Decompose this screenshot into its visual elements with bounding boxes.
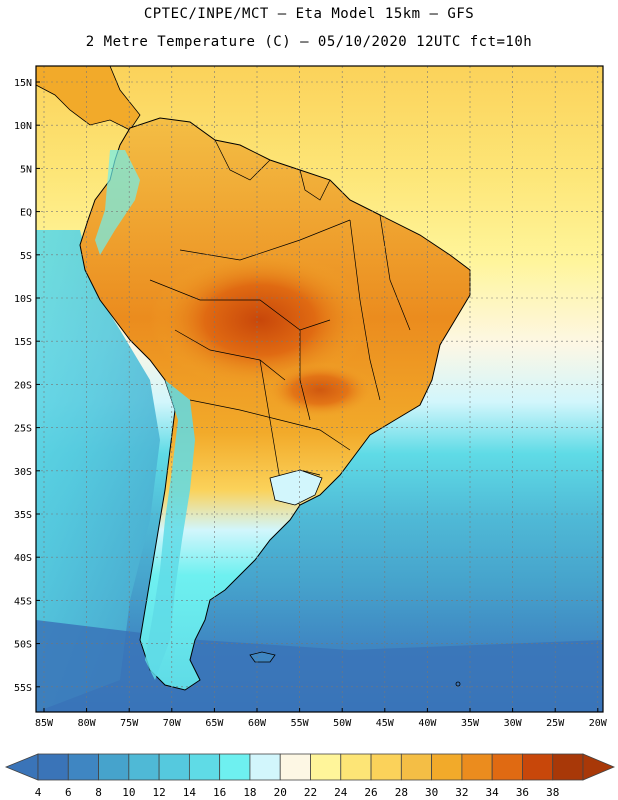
- longitude-label: 75W: [120, 718, 139, 729]
- colorbar-label: 8: [95, 786, 102, 799]
- colorbar-cell: [522, 753, 554, 781]
- colorbar-label: 10: [122, 786, 135, 799]
- latitude-label: 15S: [14, 337, 32, 348]
- temperature-map: 15N 10N 5N EQ 5S 10S 15S 20S 25S 30S 35S 40S 45S 50S 5…: [14, 65, 608, 729]
- latitude-label: 45S: [14, 596, 32, 607]
- longitude-label: 20W: [589, 718, 608, 729]
- colorbar-cell: [279, 753, 311, 781]
- colorbar-label: 4: [35, 786, 42, 799]
- hot-south-region: [265, 362, 375, 418]
- colorbar-label: 38: [546, 786, 559, 799]
- longitude-label: 85W: [35, 718, 54, 729]
- colorbar-cell: [98, 753, 130, 781]
- colorbar-cell: [128, 753, 160, 781]
- colorbar-low-arrow: [4, 753, 39, 781]
- colorbar-label: 16: [213, 786, 226, 799]
- colorbar-label: 6: [65, 786, 72, 799]
- latitude-label: 55S: [14, 683, 32, 694]
- south-georgia-island: [455, 681, 461, 687]
- colorbar-cell: [400, 753, 433, 781]
- colorbar-cell: [37, 753, 69, 781]
- colorbar-cells: [4, 753, 616, 781]
- colorbar-label: 20: [274, 786, 287, 799]
- longitude-label: 45W: [376, 718, 395, 729]
- colorbar-label: 36: [516, 786, 529, 799]
- colorbar-label: 12: [152, 786, 165, 799]
- longitude-labels: 85W 80W 75W 70W 65W 60W 55W 50W 45W 40W 35W 30W 25W 2…: [35, 708, 608, 729]
- latitude-label: 10S: [14, 294, 32, 305]
- colorbar-label: 28: [395, 786, 408, 799]
- map-frame: [35, 65, 604, 713]
- colorbar-labels: 4 6 8 10 12 14 16 18 20 22 24 26 28 30 32 34 36 38: [35, 786, 560, 799]
- colorbar-cell: [370, 753, 402, 781]
- longitude-label: 65W: [205, 718, 224, 729]
- title-line-1: CPTEC/INPE/MCT – Eta Model 15km – GFS: [143, 6, 475, 22]
- colorbar-cell: [340, 753, 372, 781]
- colorbar-label: 26: [364, 786, 377, 799]
- colorbar-cell: [188, 753, 221, 781]
- longitude-label: 60W: [248, 718, 267, 729]
- falkland-islands: [249, 651, 276, 663]
- latitude-labels: 15N 10N 5N EQ 5S 10S 15S 20S 25S 30S 35S 40S 45S 50S 5…: [14, 78, 40, 694]
- longitude-label: 80W: [78, 718, 97, 729]
- colorbar-label: 14: [183, 786, 197, 799]
- longitude-label: 40W: [418, 718, 437, 729]
- colorbar: 4 6 8 10 12 14 16 18 20 22 24 26 28 30 32 34 36 38: [4, 753, 616, 799]
- latitude-label: 40S: [14, 553, 32, 564]
- colorbar-label: 24: [334, 786, 348, 799]
- title-line-2: 2 Metre Temperature (C) – 05/10/2020 12U…: [85, 34, 533, 50]
- colorbar-cell: [310, 753, 342, 781]
- uruguay-region: [269, 469, 323, 506]
- longitude-label: 35W: [461, 718, 480, 729]
- colorbar-cell: [219, 753, 251, 781]
- latitude-label: 50S: [14, 640, 32, 651]
- colorbar-cell: [67, 753, 99, 781]
- colorbar-cell: [461, 753, 493, 781]
- longitude-label: 50W: [333, 718, 352, 729]
- hot-core-region: [150, 250, 370, 390]
- colorbar-label: 18: [243, 786, 256, 799]
- colorbar-label: 32: [455, 786, 468, 799]
- longitude-label: 70W: [163, 718, 182, 729]
- colorbar-cell: [158, 753, 190, 781]
- latitude-label: 10N: [14, 121, 32, 132]
- colorbar-label: 22: [304, 786, 317, 799]
- colorbar-cell: [552, 753, 584, 781]
- map-plot-area: [36, 66, 603, 712]
- longitude-label: 25W: [546, 718, 565, 729]
- colorbar-cell: [491, 753, 523, 781]
- latitude-label: 35S: [14, 510, 32, 521]
- colorbar-high-arrow: [582, 753, 616, 781]
- latitude-label: EQ: [20, 208, 32, 219]
- northern-andes-cold-band: [95, 150, 140, 255]
- colorbar-cell: [249, 753, 281, 781]
- colorbar-label: 34: [486, 786, 500, 799]
- latitude-label: 25S: [14, 424, 32, 435]
- latitude-label: 5S: [20, 251, 32, 262]
- colorbar-label: 30: [425, 786, 438, 799]
- colorbar-cell: [431, 753, 463, 781]
- andes-cold-band: [145, 380, 195, 680]
- latitude-label: 30S: [14, 467, 32, 478]
- latitude-label: 5N: [20, 164, 32, 175]
- longitude-label: 55W: [291, 718, 310, 729]
- latitude-label: 15N: [14, 78, 32, 89]
- latitude-label: 20S: [14, 380, 32, 391]
- longitude-label: 30W: [504, 718, 523, 729]
